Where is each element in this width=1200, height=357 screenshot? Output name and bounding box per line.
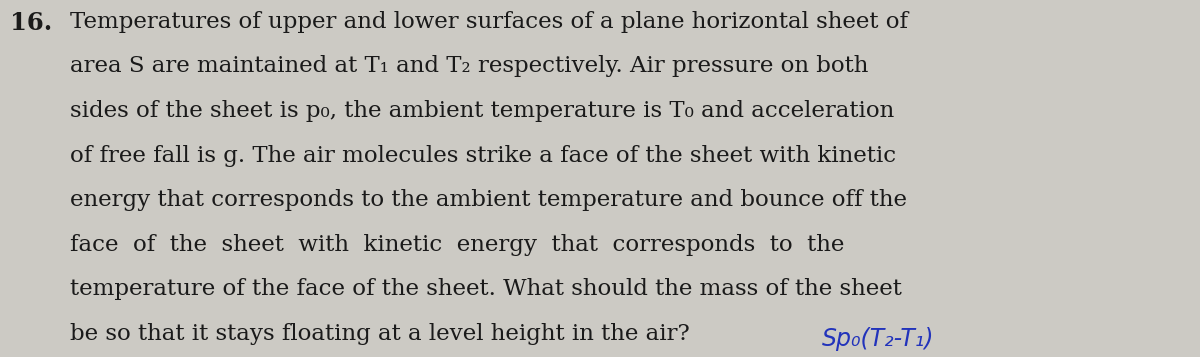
- Text: sides of the sheet is p₀, the ambient temperature is T₀ and acceleration: sides of the sheet is p₀, the ambient te…: [70, 100, 894, 122]
- Text: area S are maintained at T₁ and T₂ respectively. Air pressure on both: area S are maintained at T₁ and T₂ respe…: [70, 55, 868, 77]
- Text: of free fall is g. The air molecules strike a face of the sheet with kinetic: of free fall is g. The air molecules str…: [70, 145, 895, 167]
- Text: Sp₀(T₂-T₁): Sp₀(T₂-T₁): [822, 327, 935, 351]
- Text: temperature of the face of the sheet. What should the mass of the sheet: temperature of the face of the sheet. Wh…: [70, 278, 901, 301]
- Text: Temperatures of upper and lower surfaces of a plane horizontal sheet of: Temperatures of upper and lower surfaces…: [70, 11, 907, 33]
- Text: face  of  the  sheet  with  kinetic  energy  that  corresponds  to  the: face of the sheet with kinetic energy th…: [70, 234, 844, 256]
- Text: be so that it stays floating at a level height in the air?: be so that it stays floating at a level …: [70, 323, 689, 345]
- Text: energy that corresponds to the ambient temperature and bounce off the: energy that corresponds to the ambient t…: [70, 189, 907, 211]
- Text: 16.: 16.: [10, 11, 52, 35]
